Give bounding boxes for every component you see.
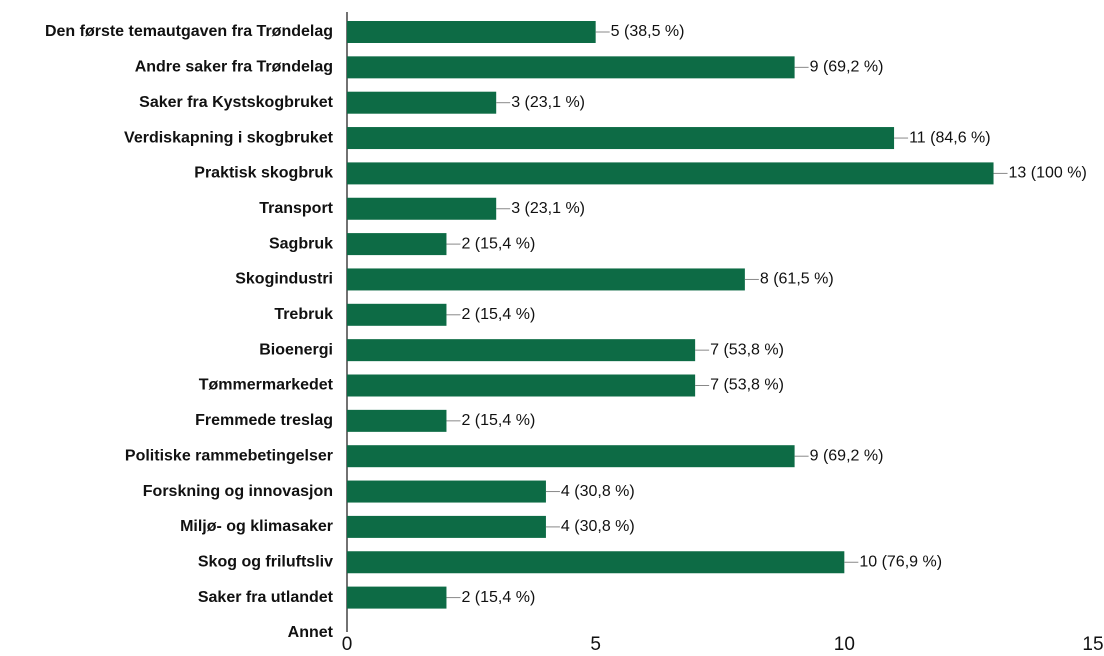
value-label: 11 (84,6 %) xyxy=(909,129,991,146)
bar xyxy=(347,515,546,538)
bar xyxy=(347,268,745,291)
value-label: 3 (23,1 %) xyxy=(511,94,585,111)
bar xyxy=(347,21,596,43)
value-label: 5 (38,5 %) xyxy=(611,23,685,40)
value-label: 7 (53,8 %) xyxy=(710,377,784,394)
value-label: 8 (61,5 %) xyxy=(760,271,834,288)
value-label: 7 (53,8 %) xyxy=(710,341,784,358)
value-label: 3 (23,1 %) xyxy=(511,200,585,217)
value-label: 4 (30,8 %) xyxy=(561,518,635,535)
y-tick-label: Tømmermarkedet xyxy=(199,377,334,394)
bar xyxy=(347,197,497,220)
y-tick-label: Sagbruk xyxy=(269,235,333,252)
value-label: 9 (69,2 %) xyxy=(810,59,884,76)
bar xyxy=(347,374,696,397)
bar xyxy=(347,480,546,503)
y-tick-label: Verdiskapning i skogbruket xyxy=(124,129,334,146)
bar xyxy=(347,445,795,468)
y-tick-label: Trebruk xyxy=(274,306,333,323)
bar xyxy=(347,233,447,256)
y-tick-label: Miljø- og klimasaker xyxy=(180,518,333,535)
y-tick-label: Forskning og innovasjon xyxy=(143,483,333,500)
y-tick-label: Skog og friluftsliv xyxy=(198,553,333,570)
y-tick-label: Skogindustri xyxy=(235,271,333,288)
value-label: 2 (15,4 %) xyxy=(461,412,535,429)
bar xyxy=(347,56,795,79)
value-label: 10 (76,9 %) xyxy=(859,553,942,570)
y-tick-label: Politiske rammebetingelser xyxy=(125,447,333,464)
y-tick-label: Annet xyxy=(288,624,334,641)
bar xyxy=(347,91,497,114)
bar xyxy=(347,551,845,574)
x-tick-label: 15 xyxy=(1082,634,1103,655)
y-tick-label: Transport xyxy=(259,200,333,217)
value-label: 9 (69,2 %) xyxy=(810,447,884,464)
value-label: 4 (30,8 %) xyxy=(561,483,635,500)
y-tick-label: Den første temautgaven fra Trøndelag xyxy=(45,23,333,40)
bar xyxy=(347,162,994,185)
value-label: 2 (15,4 %) xyxy=(461,589,535,606)
value-label: 13 (100 %) xyxy=(1009,165,1087,182)
bar xyxy=(347,127,895,150)
x-tick-label: 10 xyxy=(834,634,855,655)
bar xyxy=(347,303,447,326)
y-tick-label: Saker fra Kystskogbruket xyxy=(139,94,334,111)
bar xyxy=(347,339,696,362)
y-tick-label: Bioenergi xyxy=(259,341,333,358)
bar xyxy=(347,409,447,432)
x-tick-label: 0 xyxy=(342,634,353,655)
value-label: 2 (15,4 %) xyxy=(461,235,535,252)
x-tick-label: 5 xyxy=(590,634,601,655)
y-tick-label: Andre saker fra Trøndelag xyxy=(135,59,333,76)
y-tick-label: Saker fra utlandet xyxy=(198,589,334,606)
y-tick-label: Praktisk skogbruk xyxy=(194,165,333,182)
y-tick-label: Fremmede treslag xyxy=(195,412,333,429)
bar xyxy=(347,586,447,609)
value-label: 2 (15,4 %) xyxy=(461,306,535,323)
